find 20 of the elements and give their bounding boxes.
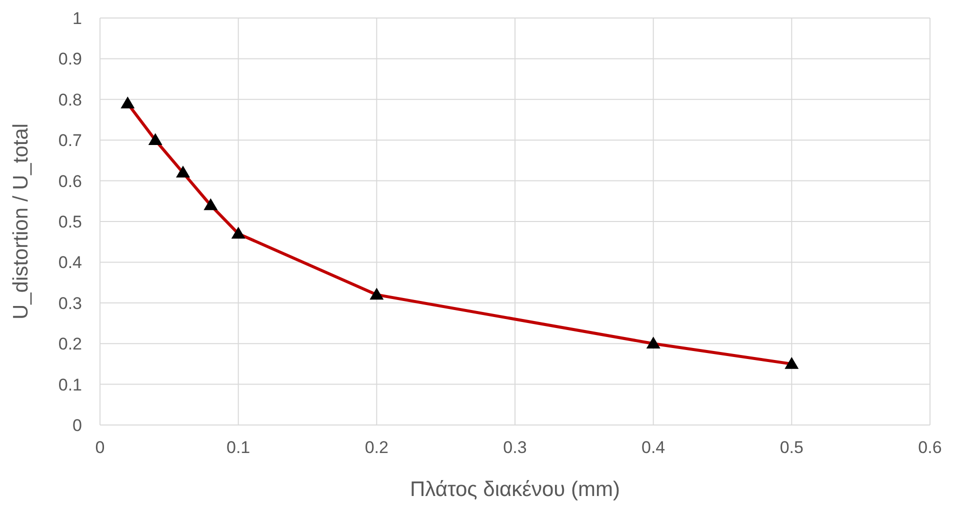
x-tick-label: 0.6	[918, 438, 942, 458]
y-tick-label: 0.3	[58, 294, 82, 313]
y-tick-label: 0	[72, 416, 82, 436]
x-tick-label: 0	[95, 438, 105, 458]
y-tick-label: 0.1	[58, 375, 82, 394]
x-tick-label: 0.1	[226, 438, 250, 458]
x-tick-label: 0.5	[780, 438, 804, 458]
x-tick-label: 0.4	[642, 438, 666, 458]
x-tick-label: 0.2	[364, 438, 388, 458]
y-axis-title: U_distortion / U_total	[9, 123, 32, 320]
y-tick-label: 0.2	[58, 334, 82, 354]
y-tick-label: 0.4	[58, 253, 82, 272]
y-tick-label: 0.6	[58, 172, 82, 191]
y-tick-label: 1	[72, 9, 82, 28]
y-tick-label: 0.9	[58, 50, 82, 69]
x-axis-title: Πλάτος διακένου (mm)	[410, 478, 620, 501]
y-tick-label: 0.7	[58, 131, 82, 150]
x-tick-label: 0.3	[503, 438, 527, 458]
y-tick-label: 0.8	[58, 90, 82, 110]
y-tick-label: 0.5	[58, 212, 82, 232]
